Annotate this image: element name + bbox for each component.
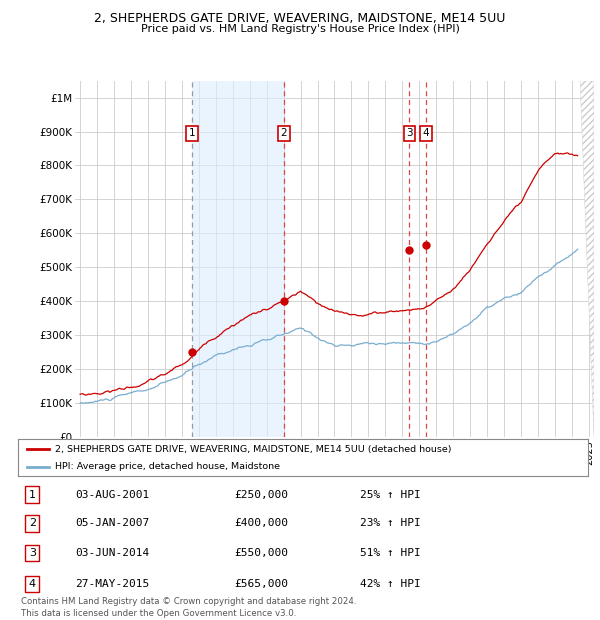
- Text: 25% ↑ HPI: 25% ↑ HPI: [360, 490, 421, 500]
- Text: 2: 2: [281, 128, 287, 138]
- Text: 05-JAN-2007: 05-JAN-2007: [75, 518, 149, 528]
- Text: 23% ↑ HPI: 23% ↑ HPI: [360, 518, 421, 528]
- Text: 2: 2: [29, 518, 36, 528]
- Bar: [191, 81, 284, 437]
- Text: Contains HM Land Registry data © Crown copyright and database right 2024.: Contains HM Land Registry data © Crown c…: [21, 597, 356, 606]
- Text: 3: 3: [29, 548, 36, 558]
- Text: 27-MAY-2015: 27-MAY-2015: [75, 579, 149, 589]
- Text: £565,000: £565,000: [235, 579, 289, 589]
- Text: 4: 4: [423, 128, 430, 138]
- Text: 42% ↑ HPI: 42% ↑ HPI: [360, 579, 421, 589]
- Text: HPI: Average price, detached house, Maidstone: HPI: Average price, detached house, Maid…: [55, 463, 280, 471]
- Point: [187, 347, 196, 357]
- Text: 51% ↑ HPI: 51% ↑ HPI: [360, 548, 421, 558]
- Text: 1: 1: [29, 490, 36, 500]
- Point: [404, 246, 414, 255]
- Text: 2, SHEPHERDS GATE DRIVE, WEAVERING, MAIDSTONE, ME14 5UU: 2, SHEPHERDS GATE DRIVE, WEAVERING, MAID…: [94, 12, 506, 25]
- Point: [279, 296, 289, 306]
- Polygon shape: [580, 81, 594, 437]
- Text: 2, SHEPHERDS GATE DRIVE, WEAVERING, MAIDSTONE, ME14 5UU (detached house): 2, SHEPHERDS GATE DRIVE, WEAVERING, MAID…: [55, 445, 452, 453]
- Text: 1: 1: [188, 128, 195, 138]
- Point: [421, 241, 431, 250]
- Text: 3: 3: [406, 128, 413, 138]
- Text: 03-AUG-2001: 03-AUG-2001: [75, 490, 149, 500]
- Text: 4: 4: [29, 579, 36, 589]
- Text: Price paid vs. HM Land Registry's House Price Index (HPI): Price paid vs. HM Land Registry's House …: [140, 24, 460, 33]
- Text: £250,000: £250,000: [235, 490, 289, 500]
- Text: 03-JUN-2014: 03-JUN-2014: [75, 548, 149, 558]
- Text: £400,000: £400,000: [235, 518, 289, 528]
- Text: This data is licensed under the Open Government Licence v3.0.: This data is licensed under the Open Gov…: [21, 608, 296, 618]
- Text: £550,000: £550,000: [235, 548, 289, 558]
